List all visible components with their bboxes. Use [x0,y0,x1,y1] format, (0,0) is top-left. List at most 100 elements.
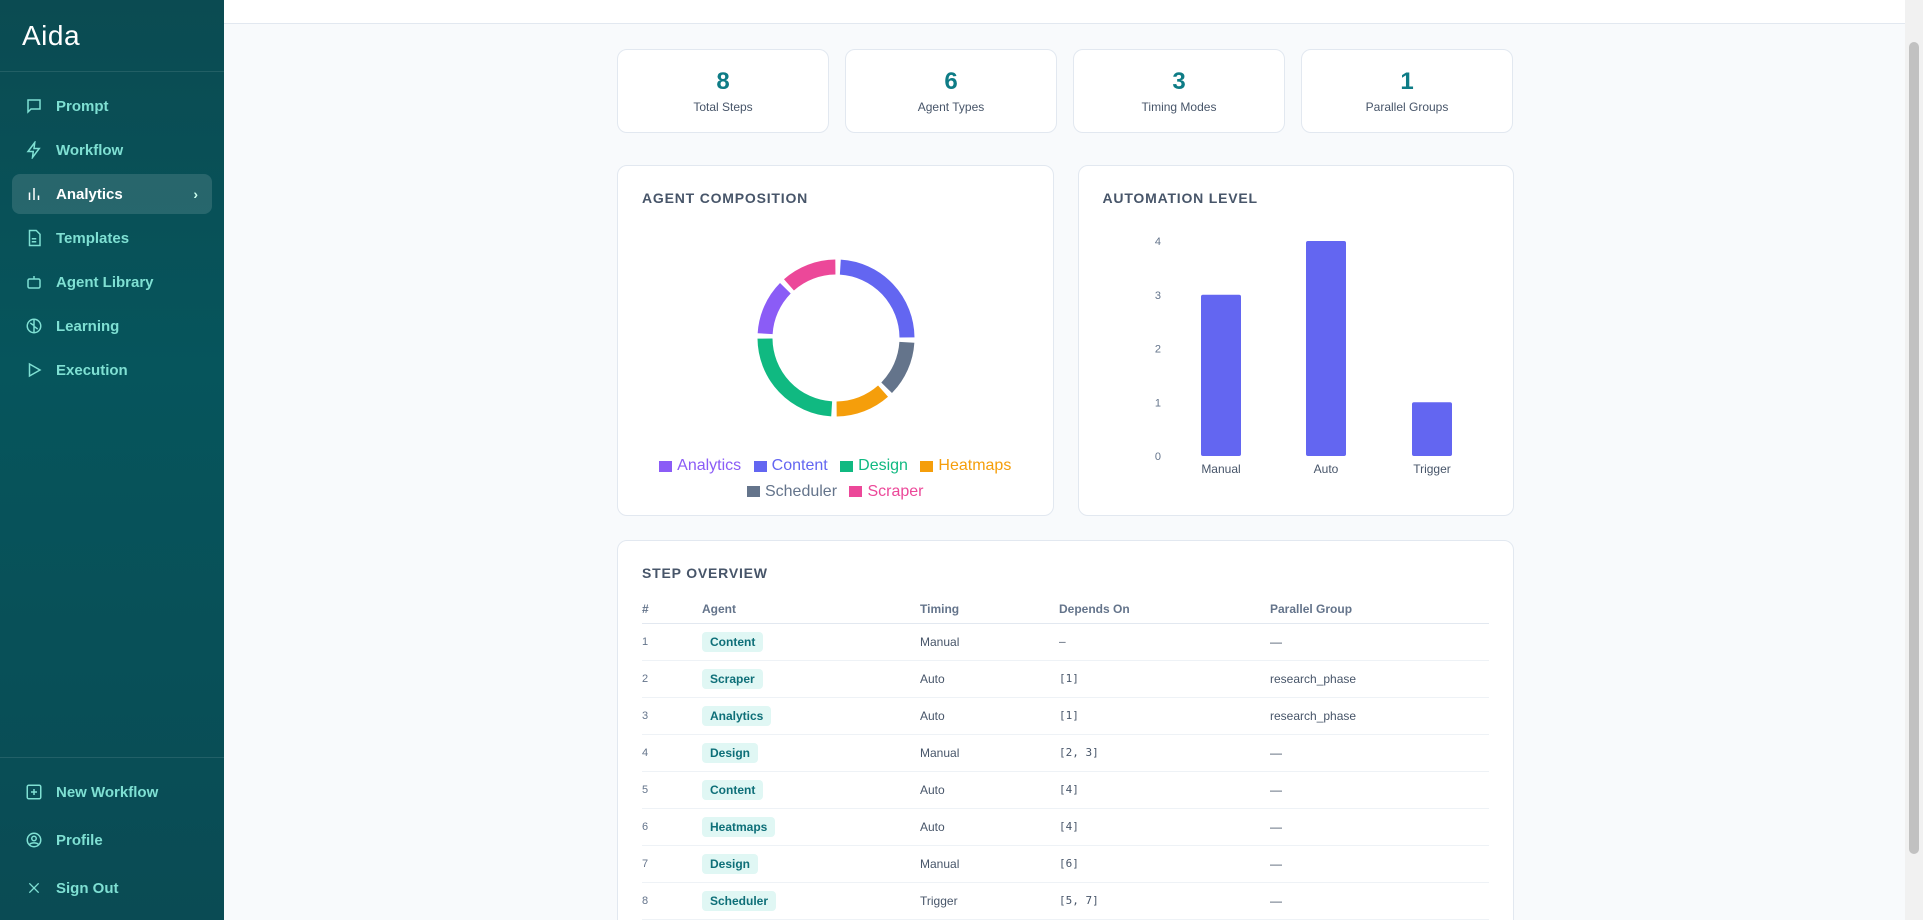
bar-chart-icon [24,184,44,204]
profile-button[interactable]: Profile [12,818,212,862]
stat-value: 6 [944,68,958,95]
table-cell-timing: Auto [920,771,1059,809]
legend-item-content[interactable]: Content [753,454,828,478]
bar-auto[interactable] [1305,241,1346,456]
sign-out-button[interactable]: Sign Out [12,866,212,910]
column-header: Agent [702,595,920,624]
agent-badge: Heatmaps [702,816,776,837]
sidebar-item-analytics[interactable]: Analytics › [12,174,212,214]
stat-value: 8 [716,68,730,95]
legend-item-analytics[interactable]: Analytics [659,454,741,478]
y-tick-label: 2 [1154,344,1160,356]
chevron-right-icon: › [193,186,198,202]
table-row[interactable]: 3 Analytics Auto [1] research_phase [642,697,1489,735]
sidebar-item-learning[interactable]: Learning [12,306,212,346]
sidebar-item-agent-library[interactable]: Agent Library [12,262,212,302]
close-icon [24,878,44,898]
table-cell-depends: [5, 7] [1059,882,1270,920]
donut-slice-scheduler[interactable] [881,341,915,394]
table-cell-agent: Design [702,734,920,772]
table-row[interactable]: 5 Content Auto [4] — [642,771,1489,809]
table-cell-agent: Content [702,771,920,809]
agent-badge: Content [702,779,764,800]
legend-label: Analytics [677,457,742,474]
chat-icon [24,96,44,116]
sidebar-item-workflow[interactable]: Workflow [12,130,212,170]
legend-item-scraper[interactable]: Scraper [849,480,924,504]
donut-slice-content[interactable] [839,259,915,338]
bar-manual[interactable] [1200,294,1241,456]
stat-label: Timing Modes [1141,100,1217,114]
table-cell-group: — [1270,808,1489,846]
scrollbar-thumb[interactable] [1909,42,1919,854]
table-cell-group: — [1270,845,1489,883]
page-scrollbar[interactable] [1905,0,1923,920]
brain-icon [24,316,44,336]
sidebar-item-label: Learning [56,317,120,335]
table-cell-depends: [4] [1059,808,1270,846]
y-tick-label: 1 [1154,397,1160,409]
donut-slice-scraper[interactable] [783,259,836,291]
table-cell-group: research_phase [1270,660,1489,698]
legend-item-scheduler[interactable]: Scheduler [746,480,837,504]
table-row[interactable]: 8 Scheduler Trigger [5, 7] — [642,882,1489,920]
table-cell-group: — [1270,882,1489,920]
table-cell-timing: Manual [920,734,1059,772]
stat-label: Parallel Groups [1365,100,1449,114]
table-cell-group: — [1270,623,1489,661]
table-row[interactable]: 1 Content Manual – — [642,623,1489,661]
app-logo[interactable]: Aida [0,0,224,72]
table-cell-timing: Manual [920,623,1059,661]
table-cell-timing: Trigger [920,882,1059,920]
sidebar-nav: Prompt Workflow Analytics › Templates Ag… [0,72,224,390]
table-row[interactable]: 2 Scraper Auto [1] research_phase [642,660,1489,698]
table-cell-depends: – [1059,623,1270,661]
donut-slice-analytics[interactable] [757,282,791,335]
table-cell-n: 7 [642,845,702,883]
stat-value: 1 [1400,68,1414,95]
table-cell-agent: Heatmaps [702,808,920,846]
sidebar-item-prompt[interactable]: Prompt [12,86,212,126]
sidebar-item-label: Analytics [56,185,123,203]
y-tick-label: 3 [1154,290,1160,302]
table-cell-group: research_phase [1270,697,1489,735]
sidebar-item-templates[interactable]: Templates [12,218,212,258]
bar-trigger[interactable] [1411,402,1452,456]
stat-label: Agent Types [917,100,985,114]
agent-badge: Design [702,853,759,874]
agent-badge: Scheduler [702,890,777,911]
new-workflow-button[interactable]: New Workflow [12,770,212,814]
table-cell-agent: Analytics [702,697,920,735]
legend-item-design[interactable]: Design [840,454,908,478]
table-cell-n: 1 [642,623,702,661]
donut-slice-design[interactable] [757,338,833,417]
sidebar-footer: New Workflow Profile Sign Out [0,757,224,920]
sidebar-item-label: Sign Out [56,879,119,897]
agent-composition-card: AGENT COMPOSITION Analytics Content Desi… [617,165,1054,516]
legend-label: Heatmaps [938,457,1012,474]
agent-badge: Design [702,742,759,763]
table-row[interactable]: 7 Design Manual [6] — [642,845,1489,883]
agent-badge: Analytics [702,705,772,726]
agent-badge: Content [702,631,764,652]
sidebar-item-label: Prompt [56,97,109,115]
column-header: # [642,595,702,624]
table-cell-n: 6 [642,808,702,846]
table-row[interactable]: 4 Design Manual [2, 3] — [642,734,1489,772]
y-tick-label: 0 [1154,451,1160,463]
donut-slice-heatmaps[interactable] [836,385,889,417]
sidebar-item-label: Workflow [56,141,124,159]
legend-label: Content [771,457,828,474]
table-cell-depends: [4] [1059,771,1270,809]
table-cell-depends: [6] [1059,845,1270,883]
sidebar-item-label: Templates [56,229,130,247]
legend-item-heatmaps[interactable]: Heatmaps [920,454,1011,478]
column-header: Timing [920,595,1059,624]
sidebar-item-execution[interactable]: Execution [12,350,212,390]
table-row[interactable]: 6 Heatmaps Auto [4] — [642,808,1489,846]
table-cell-depends: [2, 3] [1059,734,1270,772]
column-header: Parallel Group [1270,595,1489,624]
table-cell-n: 4 [642,734,702,772]
stat-label: Total Steps [693,100,753,114]
card-title: AUTOMATION LEVEL [1102,190,1258,206]
